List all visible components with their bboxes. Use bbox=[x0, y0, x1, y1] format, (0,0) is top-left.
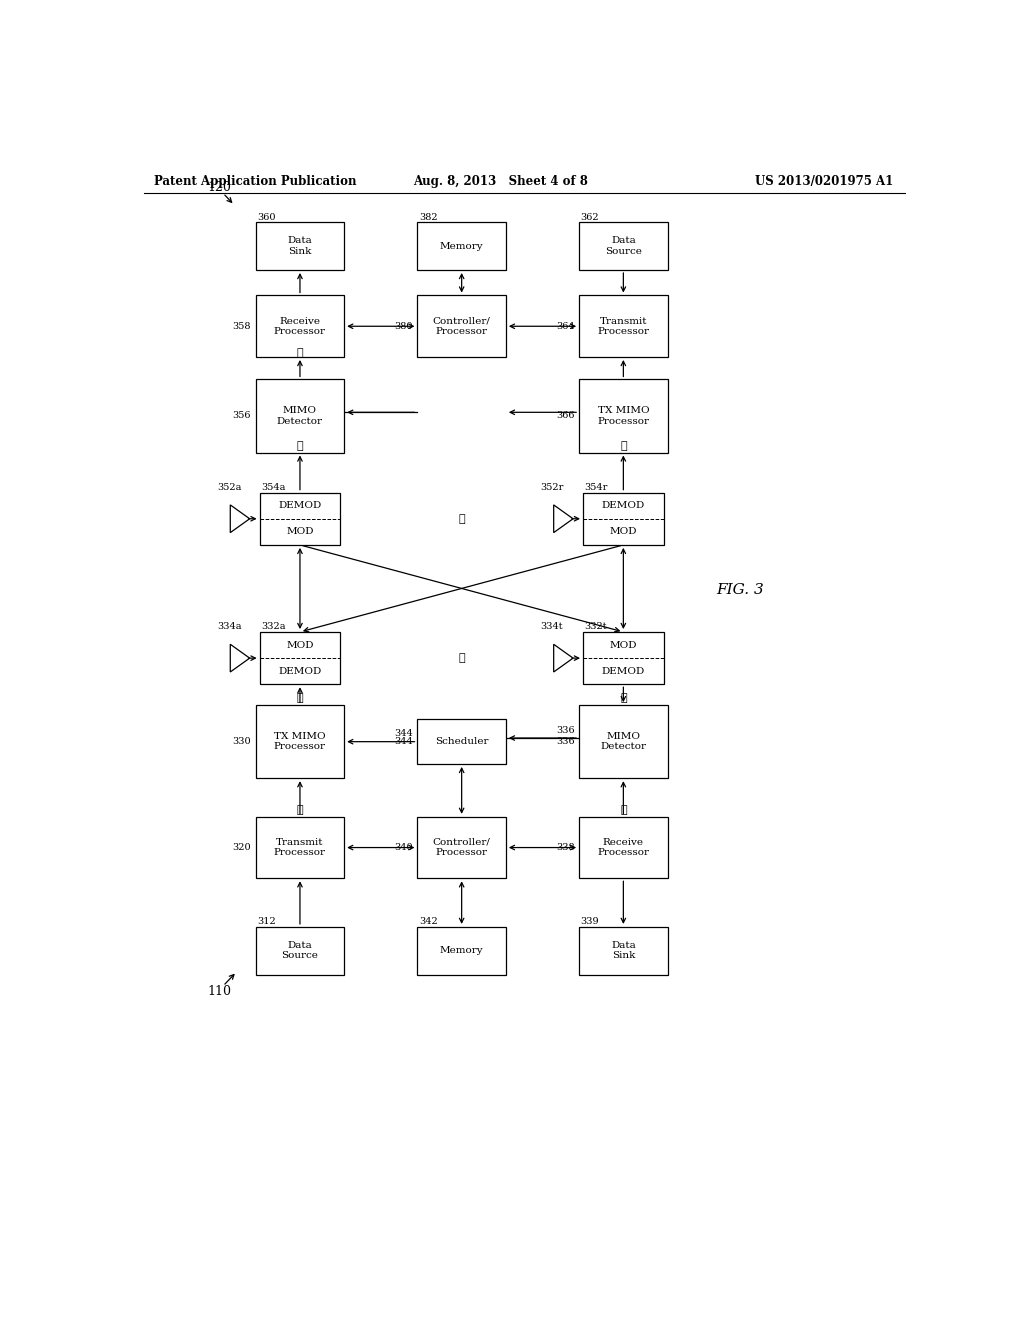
Bar bbox=[418, 719, 506, 764]
Text: ⋯: ⋯ bbox=[459, 653, 465, 663]
Text: 342: 342 bbox=[419, 917, 437, 925]
Text: Receive
Processor: Receive Processor bbox=[274, 317, 326, 337]
Text: ⋯: ⋯ bbox=[621, 805, 627, 814]
Text: 334t: 334t bbox=[541, 622, 563, 631]
Bar bbox=[418, 296, 506, 358]
Text: Receive
Processor: Receive Processor bbox=[597, 838, 649, 857]
Bar bbox=[256, 705, 344, 779]
Text: 354r: 354r bbox=[585, 483, 608, 491]
Text: DEMOD: DEMOD bbox=[602, 667, 645, 676]
Text: 382: 382 bbox=[419, 214, 437, 222]
Bar bbox=[256, 296, 344, 358]
Text: 336: 336 bbox=[556, 726, 574, 735]
Bar bbox=[256, 817, 344, 878]
Bar bbox=[259, 632, 340, 684]
Text: 332t: 332t bbox=[585, 622, 607, 631]
Text: TX MIMO
Processor: TX MIMO Processor bbox=[274, 733, 326, 751]
Text: US 2013/0201975 A1: US 2013/0201975 A1 bbox=[755, 176, 893, 189]
Bar bbox=[418, 222, 506, 271]
Bar bbox=[580, 296, 668, 358]
Text: Memory: Memory bbox=[440, 946, 483, 956]
Text: 366: 366 bbox=[556, 412, 574, 421]
Bar bbox=[580, 705, 668, 779]
Text: Transmit
Processor: Transmit Processor bbox=[274, 838, 326, 857]
Text: Data
Sink: Data Sink bbox=[288, 236, 312, 256]
Text: DEMOD: DEMOD bbox=[279, 502, 322, 510]
Bar bbox=[580, 817, 668, 878]
Text: 352r: 352r bbox=[541, 483, 564, 491]
Text: Transmit
Processor: Transmit Processor bbox=[597, 317, 649, 337]
Text: Data
Source: Data Source bbox=[282, 941, 318, 961]
Text: Aug. 8, 2013   Sheet 4 of 8: Aug. 8, 2013 Sheet 4 of 8 bbox=[413, 176, 588, 189]
Bar bbox=[418, 817, 506, 878]
Text: MOD: MOD bbox=[609, 640, 637, 649]
Text: Controller/
Processor: Controller/ Processor bbox=[433, 317, 490, 337]
Text: ⋯: ⋯ bbox=[621, 441, 627, 451]
Text: 344: 344 bbox=[394, 730, 413, 738]
Text: 362: 362 bbox=[581, 214, 599, 222]
Text: Memory: Memory bbox=[440, 242, 483, 251]
Text: 380: 380 bbox=[394, 322, 413, 331]
Bar bbox=[256, 222, 344, 271]
Text: FIG. 3: FIG. 3 bbox=[716, 582, 764, 597]
Text: ⋯: ⋯ bbox=[297, 441, 303, 451]
Text: DEMOD: DEMOD bbox=[279, 667, 322, 676]
Text: Scheduler: Scheduler bbox=[435, 737, 488, 746]
Text: 358: 358 bbox=[232, 322, 251, 331]
Text: ⋯: ⋯ bbox=[297, 693, 303, 704]
Text: 334a: 334a bbox=[217, 622, 242, 631]
Text: MOD: MOD bbox=[287, 528, 313, 536]
Text: 120: 120 bbox=[208, 181, 231, 194]
Text: ⋯: ⋯ bbox=[297, 348, 303, 358]
Text: MOD: MOD bbox=[287, 640, 313, 649]
Text: 344: 344 bbox=[394, 737, 413, 746]
Text: Data
Source: Data Source bbox=[605, 236, 642, 256]
Text: 339: 339 bbox=[581, 917, 599, 925]
Text: MIMO
Detector: MIMO Detector bbox=[600, 733, 646, 751]
Text: Data
Sink: Data Sink bbox=[611, 941, 636, 961]
Text: 312: 312 bbox=[257, 917, 276, 925]
Text: ⋯: ⋯ bbox=[621, 693, 627, 704]
Text: 356: 356 bbox=[232, 412, 251, 421]
Text: 320: 320 bbox=[232, 843, 251, 851]
Text: 338: 338 bbox=[556, 843, 574, 851]
Bar bbox=[583, 632, 664, 684]
Text: 360: 360 bbox=[257, 214, 275, 222]
Text: 340: 340 bbox=[394, 843, 413, 851]
Text: Controller/
Processor: Controller/ Processor bbox=[433, 838, 490, 857]
Bar bbox=[418, 927, 506, 974]
Bar bbox=[583, 492, 664, 545]
Text: 336: 336 bbox=[556, 737, 574, 746]
Text: 330: 330 bbox=[232, 737, 251, 746]
Bar bbox=[256, 379, 344, 453]
Text: 352a: 352a bbox=[217, 483, 242, 491]
Text: 110: 110 bbox=[208, 985, 231, 998]
Text: ⋯: ⋯ bbox=[459, 513, 465, 524]
Text: 354a: 354a bbox=[261, 483, 286, 491]
Text: TX MIMO
Processor: TX MIMO Processor bbox=[597, 407, 649, 425]
Text: DEMOD: DEMOD bbox=[602, 502, 645, 510]
Text: MIMO
Detector: MIMO Detector bbox=[276, 407, 323, 425]
Bar bbox=[259, 492, 340, 545]
Bar bbox=[580, 379, 668, 453]
Bar bbox=[580, 927, 668, 974]
Text: 332a: 332a bbox=[261, 622, 286, 631]
Text: Patent Application Publication: Patent Application Publication bbox=[154, 176, 356, 189]
Bar bbox=[256, 927, 344, 974]
Text: MOD: MOD bbox=[609, 528, 637, 536]
Bar bbox=[580, 222, 668, 271]
Text: ⋯: ⋯ bbox=[297, 805, 303, 814]
Text: 364: 364 bbox=[556, 322, 574, 331]
